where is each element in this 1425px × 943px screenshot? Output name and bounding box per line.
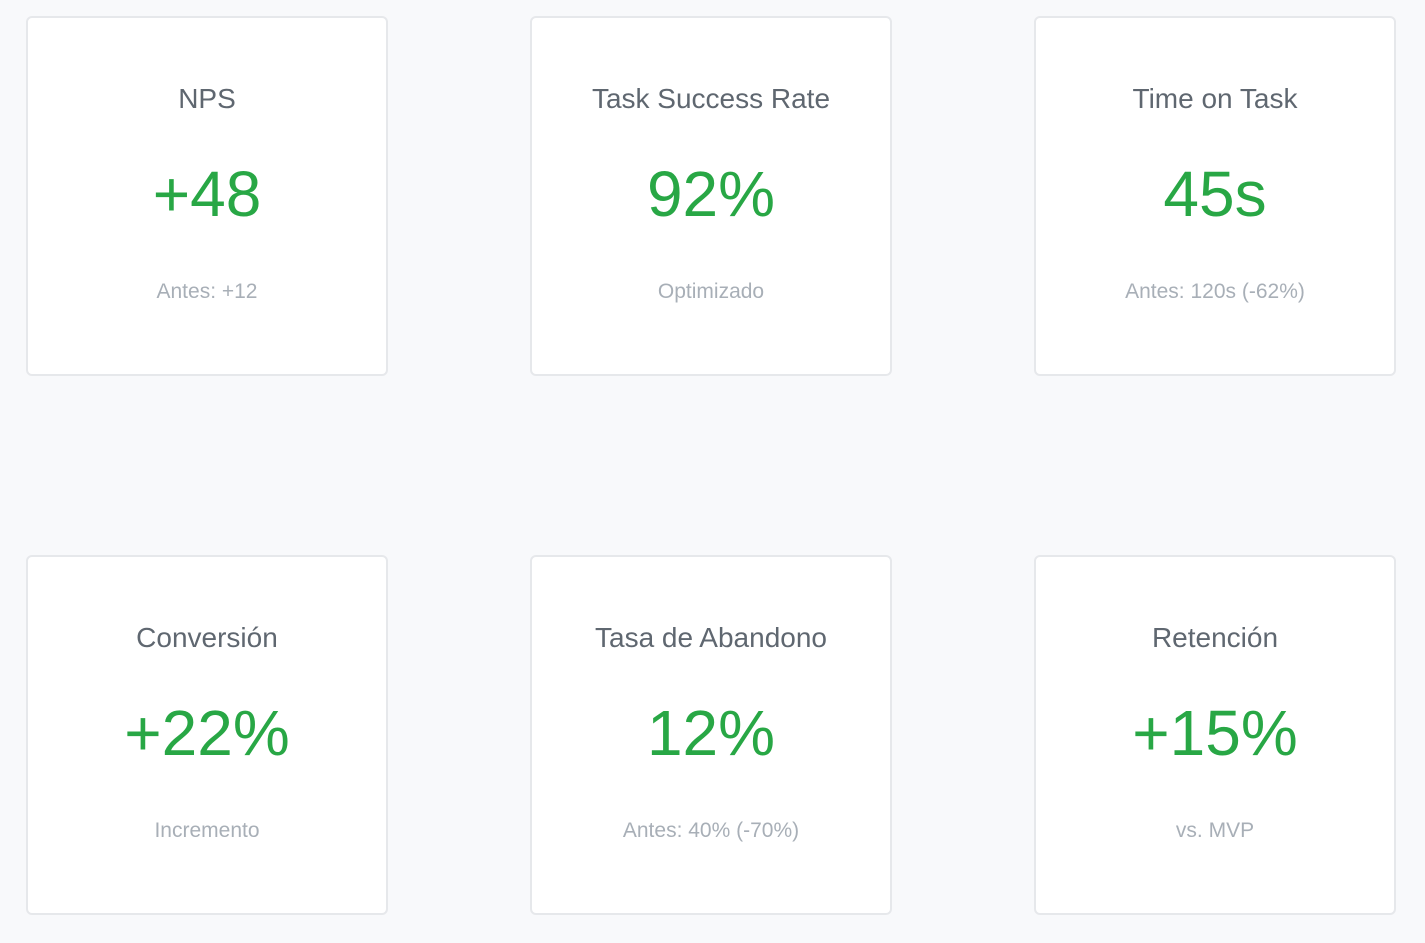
metric-value: +15% [1132, 697, 1298, 769]
metric-card-task-success-rate: Task Success Rate 92% Optimizado [530, 16, 892, 376]
metric-card-retention: Retención +15% vs. MVP [1034, 555, 1396, 915]
metric-title: NPS [178, 83, 236, 114]
metric-title: Task Success Rate [591, 83, 831, 114]
metric-note: vs. MVP [1175, 819, 1255, 842]
metric-note: Incremento [154, 819, 260, 842]
metric-value: 45s [1163, 158, 1267, 230]
metric-value: +22% [124, 697, 290, 769]
metric-value: 12% [646, 697, 776, 769]
metric-note: Antes: +12 [156, 280, 258, 303]
metric-title: Time on Task [1132, 83, 1298, 114]
metric-card-nps: NPS +48 Antes: +12 [26, 16, 388, 376]
metric-title: Retención [1151, 622, 1279, 653]
metric-card-abandonment-rate: Tasa de Abandono 12% Antes: 40% (-70%) [530, 555, 892, 915]
metric-title: Conversión [136, 622, 278, 653]
metric-value: +48 [152, 158, 262, 230]
metric-note: Antes: 120s (-62%) [1125, 280, 1305, 303]
metric-card-conversion: Conversión +22% Incremento [26, 555, 388, 915]
metric-card-time-on-task: Time on Task 45s Antes: 120s (-62%) [1034, 16, 1396, 376]
metric-value: 92% [646, 158, 776, 230]
metric-title: Tasa de Abandono [595, 622, 827, 653]
metric-note: Optimizado [657, 280, 765, 303]
metric-note: Antes: 40% (-70%) [622, 819, 800, 842]
